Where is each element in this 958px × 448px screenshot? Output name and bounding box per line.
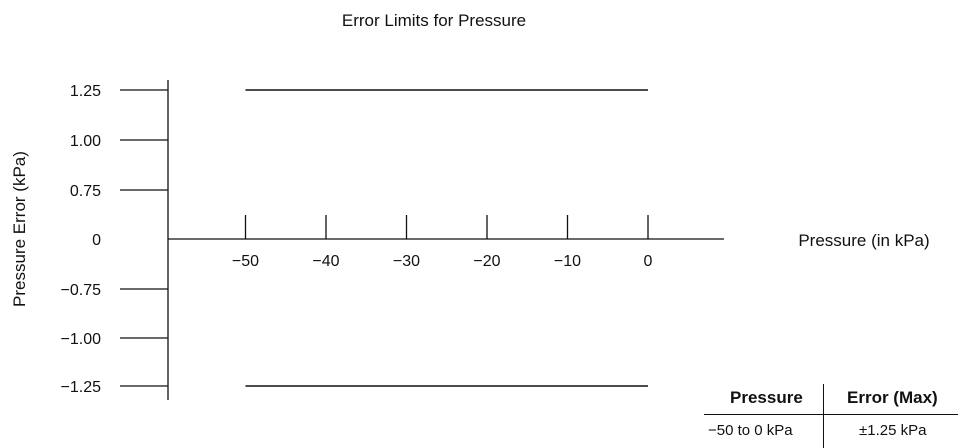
y-tick-label-1: 1.00 xyxy=(70,133,101,150)
y-axis-label: Pressure Error (kPa) xyxy=(10,151,29,307)
x-axis-label: Pressure (in kPa) xyxy=(798,231,929,250)
x-tick-label-neg-10: −10 xyxy=(554,253,581,270)
table-cell-error-value: ±1.25 kPa xyxy=(859,422,927,439)
y-tick-label-1-25: 1.25 xyxy=(70,83,101,100)
y-tick-label-neg-1-25: −1.25 xyxy=(61,379,102,396)
x-tick-label-neg-20: −20 xyxy=(473,253,500,270)
x-tick-label-neg-50: −50 xyxy=(232,253,259,270)
y-tick-label-0-75: 0.75 xyxy=(70,183,101,200)
table-header-divider xyxy=(704,414,958,415)
table-header-error-max: Error (Max) xyxy=(847,388,938,407)
table-cell-pressure-range: −50 to 0 kPa xyxy=(708,422,793,439)
y-tick-label-0: 0 xyxy=(92,232,101,249)
chart-title: Error Limits for Pressure xyxy=(342,11,526,30)
table-header-pressure: Pressure xyxy=(730,388,803,407)
table-column-divider xyxy=(823,384,824,448)
y-tick-label-neg-0-75: −0.75 xyxy=(61,282,102,299)
x-tick-label-neg-30: −30 xyxy=(393,253,420,270)
error-limits-table: Pressure Error (Max) −50 to 0 kPa ±1.25 … xyxy=(704,384,958,448)
y-tick-label-neg-1: −1.00 xyxy=(61,331,102,348)
x-tick-label-0: 0 xyxy=(644,253,653,270)
x-tick-label-neg-40: −40 xyxy=(312,253,339,270)
